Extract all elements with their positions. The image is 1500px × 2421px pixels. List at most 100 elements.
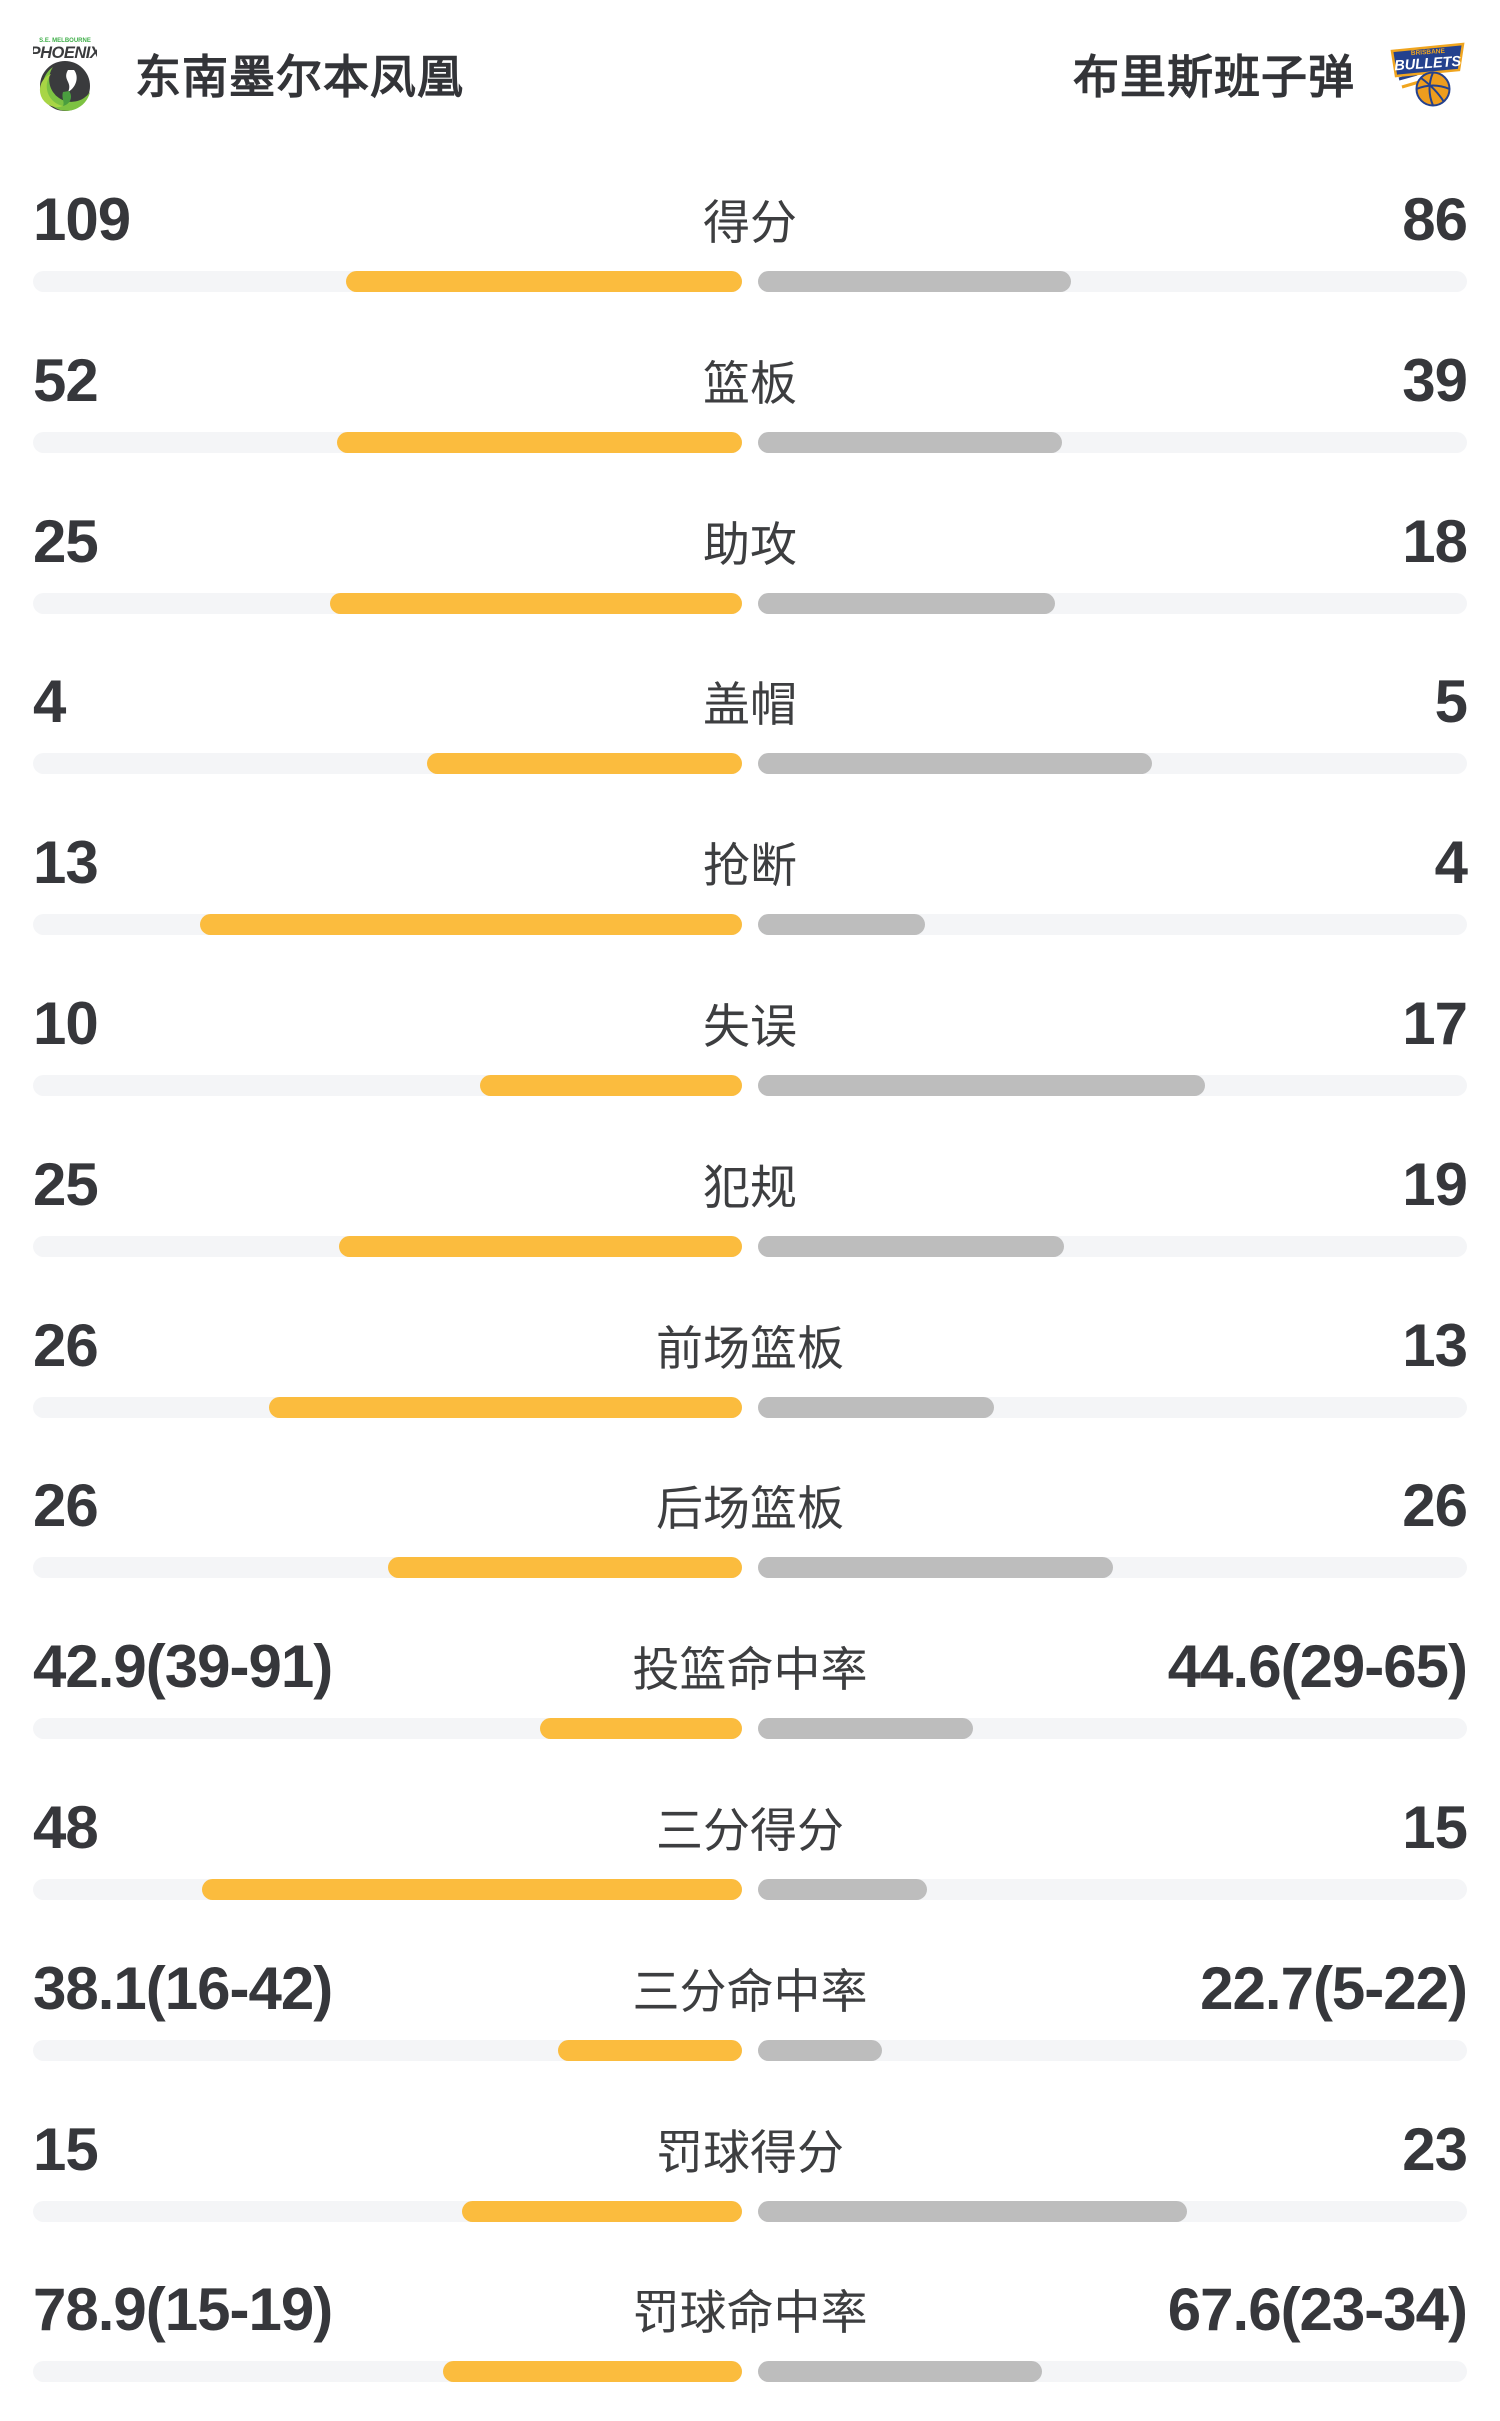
stat-bars	[33, 1718, 1467, 1740]
stat-label: 助攻	[703, 517, 797, 571]
home-stat-value: 25	[33, 507, 99, 575]
home-team: S.E. MELBOURNE PHOENIX 东南墨尔本凤凰	[33, 34, 464, 114]
stat-line: 10 失误 17	[33, 974, 1468, 1057]
stat-row: 10 失误 17	[33, 974, 1468, 1135]
home-bar-fill	[387, 1557, 742, 1579]
stat-label: 抢断	[703, 839, 797, 893]
stat-label: 三分得分	[656, 1803, 844, 1857]
home-stat-value: 13	[33, 829, 99, 897]
stat-bars	[33, 1557, 1467, 1579]
home-stat-value: 48	[33, 1793, 99, 1861]
stat-bars	[33, 753, 1467, 775]
home-bar-track	[33, 1718, 742, 1740]
away-stat-value: 19	[1402, 1150, 1468, 1218]
stat-bars	[33, 1878, 1467, 1900]
home-bar-fill	[345, 271, 742, 292]
stat-label: 投篮命中率	[632, 1643, 868, 1697]
stat-row: 15 罚球得分 23	[33, 2100, 1468, 2261]
stat-line: 26 前场篮板 13	[33, 1296, 1468, 1376]
away-bar-track	[758, 2039, 1467, 2061]
away-bar-fill	[758, 271, 1071, 292]
stats-comparison-list: 109 得分 86 52 篮板 39	[33, 170, 1468, 2421]
home-bar-track	[33, 592, 742, 614]
home-bar-track	[33, 271, 742, 292]
stat-bars	[33, 1074, 1467, 1096]
home-bar-fill	[201, 1878, 742, 1900]
stat-line: 25 犯规 19	[33, 1135, 1468, 1218]
away-bar-fill	[758, 1074, 1205, 1096]
home-bar-track	[33, 2361, 742, 2383]
away-stat-value: 26	[1402, 1472, 1468, 1540]
home-bar-track	[33, 2200, 742, 2222]
home-stat-value: 38.1(16-42)	[33, 1954, 333, 2022]
stat-row: 52 篮板 39	[33, 331, 1468, 492]
stat-row: 25 助攻 18	[33, 492, 1468, 653]
home-bar-track	[33, 2039, 742, 2061]
away-bar-fill	[758, 1878, 927, 1900]
stat-row: 78.9(15-19) 罚球命中率 67.6(23-34)	[33, 2260, 1468, 2421]
away-bar-track	[758, 2361, 1467, 2383]
stat-label: 犯规	[703, 1160, 797, 1214]
stat-line: 4 盖帽 5	[33, 652, 1468, 736]
svg-text:BRISBANE: BRISBANE	[1411, 48, 1446, 57]
away-bar-track	[758, 1557, 1467, 1579]
home-bar-track	[33, 1235, 742, 1257]
stat-bars	[33, 2200, 1467, 2222]
stat-bars	[33, 914, 1467, 936]
stat-line: 48 三分得分 15	[33, 1778, 1468, 1861]
svg-text:S.E. MELBOURNE: S.E. MELBOURNE	[39, 38, 91, 44]
stat-label: 三分命中率	[632, 1964, 868, 2018]
stat-bars	[33, 2039, 1467, 2061]
home-bar-fill	[269, 1396, 742, 1418]
home-stat-value: 15	[33, 2115, 99, 2183]
stat-bars	[33, 431, 1467, 453]
stat-row: 48 三分得分 15	[33, 1778, 1468, 1939]
stat-line: 15 罚球得分 23	[33, 2100, 1468, 2183]
stat-line: 38.1(16-42) 三分命中率 22.7(5-22)	[33, 1939, 1468, 2022]
stat-line: 25 助攻 18	[33, 492, 1468, 575]
phoenix-logo-icon: S.E. MELBOURNE PHOENIX	[33, 38, 97, 111]
stat-row: 4 盖帽 5	[33, 652, 1468, 813]
stat-row: 25 犯规 19	[33, 1135, 1468, 1296]
away-bar-fill	[758, 431, 1063, 453]
home-bar-fill	[330, 592, 742, 614]
away-bar-track	[758, 431, 1467, 453]
away-bar-fill	[758, 592, 1056, 614]
home-stat-value: 52	[33, 346, 99, 414]
home-stat-value: 10	[33, 989, 99, 1057]
away-stat-value: 17	[1402, 989, 1468, 1057]
away-bar-track	[758, 1396, 1467, 1418]
away-bar-fill	[758, 1557, 1113, 1579]
away-bar-fill	[758, 1718, 973, 1740]
stat-row: 26 后场篮板 26	[33, 1456, 1468, 1617]
stat-line: 52 篮板 39	[33, 331, 1468, 414]
home-bar-fill	[442, 2361, 742, 2383]
away-bar-track	[758, 271, 1467, 292]
stat-label: 后场篮板	[656, 1482, 844, 1536]
home-bar-track	[33, 1557, 742, 1579]
home-stat-value: 4	[33, 668, 66, 736]
home-stat-value: 25	[33, 1150, 99, 1218]
home-bar-fill	[539, 1718, 742, 1740]
home-bar-fill	[337, 431, 742, 453]
stat-line: 42.9(39-91) 投篮命中率 44.6(29-65)	[33, 1617, 1468, 1697]
home-bar-track	[33, 1878, 742, 1900]
stat-label: 得分	[703, 196, 797, 249]
away-bar-track	[758, 1718, 1467, 1740]
away-stat-value: 4	[1434, 829, 1468, 897]
stat-bars	[33, 2361, 1467, 2383]
stat-label: 篮板	[703, 356, 797, 410]
svg-text:BULLETS: BULLETS	[1394, 54, 1462, 75]
stat-label: 失误	[703, 999, 797, 1053]
stat-row: 42.9(39-91) 投篮命中率 44.6(29-65)	[33, 1617, 1468, 1778]
away-bar-fill	[758, 914, 925, 936]
home-bar-fill	[199, 914, 742, 936]
away-bar-track	[758, 1235, 1467, 1257]
away-team: 布里斯班子弹 BRISBANE BULLETS	[1073, 39, 1467, 109]
home-bar-track	[33, 1396, 742, 1418]
home-stat-value: 78.9(15-19)	[33, 2276, 333, 2344]
stat-line: 26 后场篮板 26	[33, 1456, 1468, 1540]
stat-row: 26 前场篮板 13	[33, 1296, 1468, 1457]
away-bar-track	[758, 592, 1467, 614]
away-bar-fill	[758, 1235, 1065, 1257]
